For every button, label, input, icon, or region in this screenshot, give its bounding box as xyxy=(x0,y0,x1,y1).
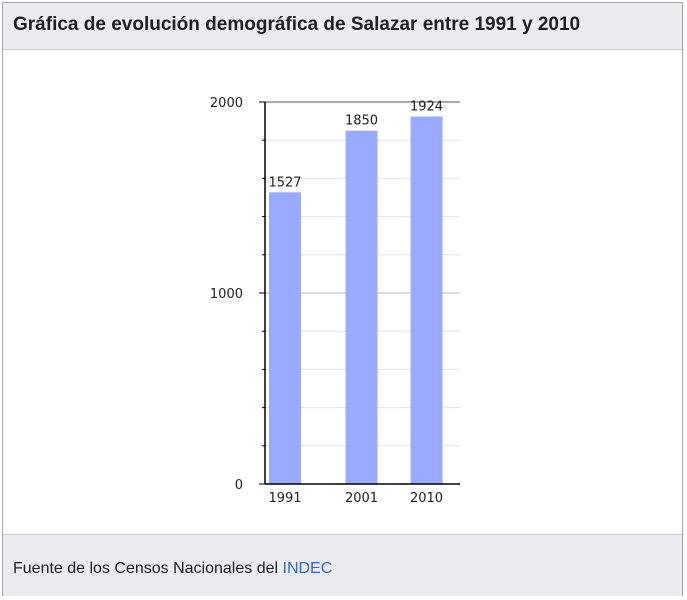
bar-2010 xyxy=(410,116,443,485)
chart-area: 1527 1991 1850 2001 1924 2010 0 1000 2000 xyxy=(3,49,682,534)
bar-1991 xyxy=(269,192,301,484)
source-text: Fuente de los Censos Nacionales del xyxy=(13,560,279,577)
indec-link[interactable]: INDEC xyxy=(282,560,333,577)
bar-chart: 1527 1991 1850 2001 1924 2010 0 1000 2000 xyxy=(210,96,460,506)
chart-header: Gráfica de evolución demográfica de Sala… xyxy=(3,3,682,50)
data-label-2001: 1850 xyxy=(345,114,378,129)
y-tick-label-2000: 2000 xyxy=(210,96,243,111)
data-label-1991: 1527 xyxy=(268,175,301,190)
data-label-2010: 1924 xyxy=(410,100,443,115)
x-tick-label-2001: 2001 xyxy=(345,491,378,506)
bar-2001 xyxy=(345,130,378,484)
chart-footer: Fuente de los Censos Nacionales del INDE… xyxy=(3,534,682,596)
chart-title: Gráfica de evolución demográfica de Sala… xyxy=(13,14,581,35)
source-note: Fuente de los Censos Nacionales del INDE… xyxy=(13,560,332,578)
x-tick-label-2010: 2010 xyxy=(410,491,443,506)
x-tick-label-1991: 1991 xyxy=(268,491,301,506)
y-tick-label-1000: 1000 xyxy=(210,287,243,302)
y-tick-label-0: 0 xyxy=(235,478,243,493)
